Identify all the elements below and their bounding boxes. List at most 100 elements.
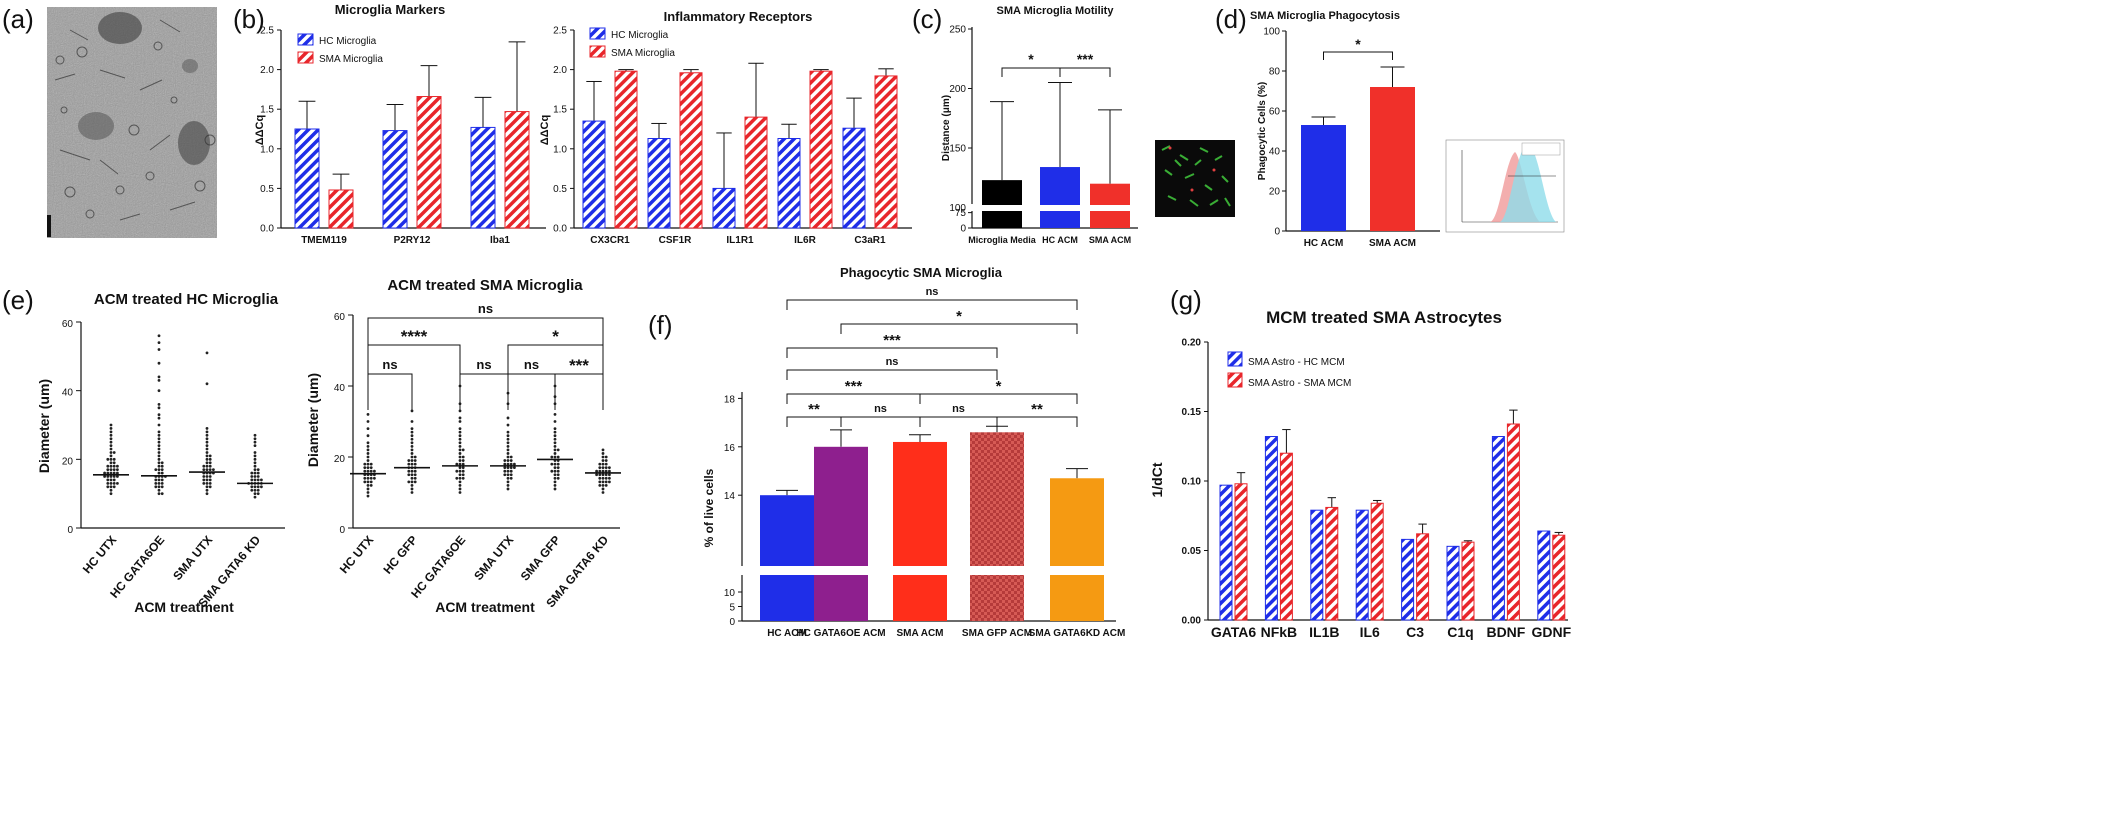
y-axis-label: Phagocytic Cells (%): [1257, 82, 1268, 180]
data-point: [205, 468, 209, 472]
bar: [874, 75, 898, 229]
bar-break-gap: [759, 566, 815, 575]
data-point: [208, 457, 212, 461]
bar-break-gap: [969, 566, 1025, 575]
panel-label-c: (c): [912, 4, 942, 34]
category-label: HC UTX: [80, 533, 119, 576]
data-point: [604, 466, 608, 470]
y-tick-label: 150: [949, 144, 966, 155]
y-axis-label: Diameter (um): [36, 379, 52, 473]
y-axis-label: Diameter (um): [305, 373, 321, 467]
data-point: [253, 488, 257, 492]
data-point: [157, 423, 161, 427]
data-point: [601, 487, 605, 491]
category-label: IL6R: [794, 235, 816, 246]
data-point: [106, 475, 110, 478]
significance-bracket: [459, 373, 509, 410]
bar: [294, 128, 320, 229]
data-point: [205, 351, 209, 355]
data-point: [458, 476, 462, 480]
category-label: P2RY12: [394, 235, 431, 246]
data-point: [509, 473, 513, 477]
bar: [970, 432, 1024, 621]
data-point: [553, 480, 557, 484]
data-point: [103, 471, 106, 475]
data-point: [154, 468, 158, 472]
data-point: [157, 361, 161, 365]
data-point: [256, 492, 260, 496]
data-point: [157, 375, 161, 379]
data-point: [109, 451, 113, 454]
data-point: [157, 447, 161, 451]
data-point: [366, 462, 370, 466]
category-label: GDNF: [1531, 624, 1571, 640]
data-point: [208, 464, 212, 468]
data-point: [369, 466, 373, 470]
data-point: [410, 491, 414, 494]
data-point: [366, 459, 370, 462]
category-label: HC ACM: [1304, 238, 1344, 249]
data-point: [506, 434, 510, 438]
data-point: [553, 473, 557, 477]
data-point: [550, 469, 554, 473]
data-point: [157, 430, 161, 434]
y-tick-label: 0.0: [260, 224, 274, 235]
data-point: [116, 481, 119, 485]
data-point: [410, 452, 414, 455]
y-tick-label: 14: [724, 491, 736, 502]
data-point: [366, 452, 370, 455]
data-point: [160, 461, 164, 465]
data-point: [458, 444, 462, 448]
significance-label: ns: [478, 301, 493, 316]
data-point: [205, 478, 209, 482]
data-point: [509, 462, 513, 466]
data-point: [205, 440, 209, 444]
data-point: [250, 485, 254, 489]
category-label: SMA UTX: [170, 533, 215, 583]
data-point: [369, 462, 373, 466]
data-point: [253, 461, 257, 465]
data-point: [205, 437, 209, 441]
y-tick-label: 2.0: [260, 65, 274, 76]
data-point: [157, 481, 161, 485]
y-tick-label: 0: [1274, 227, 1280, 238]
data-point: [109, 492, 113, 496]
data-point: [458, 469, 462, 473]
y-tick-label: 0.20: [1182, 338, 1202, 349]
y-tick-label: 2.5: [260, 26, 274, 37]
y-axis-label: ΔΔCq: [539, 115, 551, 145]
data-point: [506, 452, 510, 455]
data-point: [604, 473, 608, 477]
data-point: [513, 462, 516, 466]
data-point: [506, 430, 510, 434]
data-point: [410, 437, 414, 441]
category-label: Iba1: [490, 235, 510, 246]
data-point: [458, 484, 462, 487]
y-tick-label: 0: [67, 525, 73, 536]
data-point: [154, 485, 158, 489]
data-point: [157, 492, 161, 496]
bar: [1050, 478, 1104, 621]
data-point: [112, 468, 116, 472]
significance-bracket: [786, 369, 998, 380]
bar: [470, 126, 496, 229]
data-point: [208, 454, 212, 458]
data-point: [604, 476, 608, 480]
data-point: [205, 433, 209, 437]
data-point: [157, 488, 161, 492]
significance-bracket: [367, 373, 413, 410]
data-point: [253, 464, 257, 468]
data-point: [157, 389, 161, 393]
data-point: [112, 457, 116, 461]
data-point: [109, 488, 113, 492]
data-point: [410, 420, 414, 423]
bar-break-gap: [892, 566, 948, 575]
data-point: [455, 469, 459, 473]
significance-label: ns: [476, 357, 491, 372]
data-point: [407, 473, 411, 477]
data-point: [160, 464, 164, 468]
category-label: HC GFP: [380, 533, 420, 577]
chart-d: 0 20 40 60 80 100 SMA Microglia Phagocytosis Ph…: [1250, 10, 1440, 249]
y-tick-label: 16: [724, 443, 736, 454]
data-point: [410, 430, 414, 434]
